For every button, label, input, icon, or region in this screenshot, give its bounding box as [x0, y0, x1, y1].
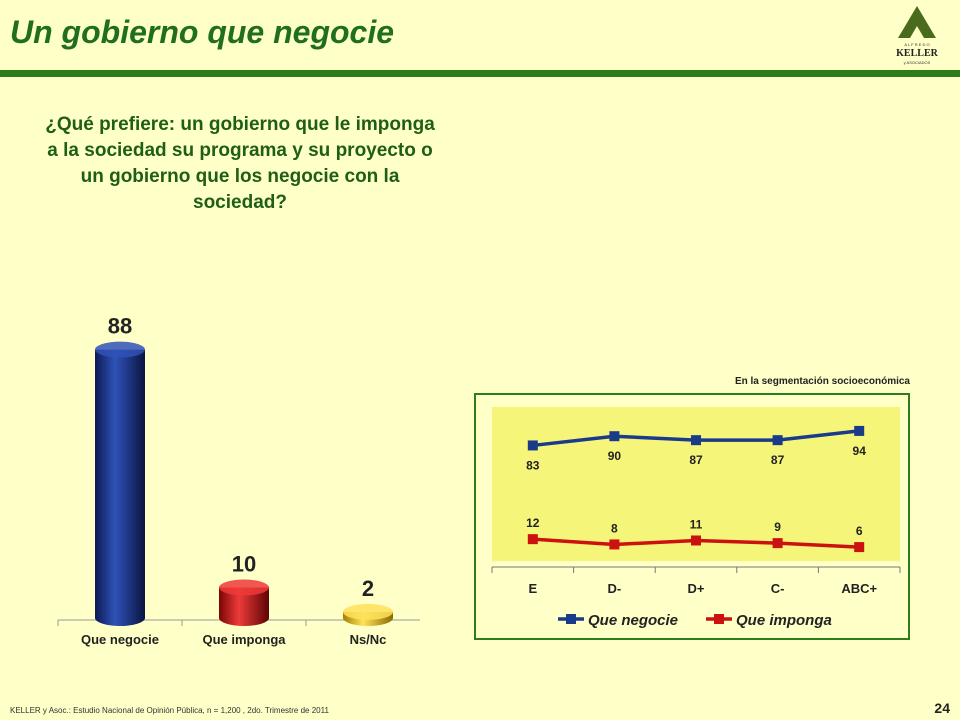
legend-swatch-marker — [714, 614, 724, 624]
legend-label: Que imponga — [736, 612, 832, 629]
series-point — [854, 542, 865, 553]
series-data-label: 11 — [690, 517, 703, 531]
legend-label: Que negocie — [588, 612, 678, 629]
line-x-tick-label: D+ — [688, 581, 705, 596]
line-x-tick-label: C- — [771, 581, 785, 596]
bar-category-label: Ns/Nc — [350, 632, 387, 647]
bar-body — [219, 587, 269, 626]
line-x-tick-label: E — [528, 581, 537, 596]
page-title: Un gobierno que negocie — [10, 14, 395, 50]
series-point — [772, 538, 783, 549]
bar-value-label: 88 — [108, 314, 132, 339]
bar-value-label: 2 — [362, 576, 374, 601]
series-point — [609, 431, 620, 442]
keller-logo: A L F R E D O KELLER y ASOCIADOS — [896, 6, 939, 65]
bar-value-label: 10 — [232, 552, 256, 577]
series-data-label: 87 — [689, 453, 703, 467]
segmentation-label: En la segmentación socioeconómica — [734, 376, 910, 387]
series-point — [609, 539, 620, 550]
series-point — [854, 425, 865, 436]
series-data-label: 94 — [853, 444, 867, 458]
legend-swatch-marker — [566, 614, 576, 624]
series-point — [527, 534, 538, 545]
survey-question: ¿Qué prefiere: un gobierno que le impong… — [45, 114, 435, 213]
source-note: KELLER y Asoc.: Estudio Nacional de Opin… — [10, 706, 329, 715]
series-data-label: 83 — [526, 458, 540, 472]
series-data-label: 90 — [608, 449, 622, 463]
bar-ns-nc — [343, 603, 393, 626]
line-chart-frame: E D- D+ C- ABC+ 83 90 87 87 94 12 8 11 9 6 Que negocie Q… — [474, 393, 910, 640]
bar-category-label: Que imponga — [202, 632, 286, 647]
bar-cap — [95, 341, 145, 358]
bar-cap — [343, 603, 393, 620]
series-data-label: 8 — [611, 521, 618, 535]
bar-body — [95, 349, 145, 626]
page-number: 24 — [934, 700, 950, 716]
series-data-label: 6 — [856, 524, 863, 538]
line-x-tick-label: ABC+ — [841, 581, 877, 596]
series-data-label: 9 — [774, 520, 781, 534]
bar-que-negocie — [95, 341, 145, 626]
series-point — [527, 440, 538, 451]
series-data-label: 87 — [771, 453, 785, 467]
title-divider — [0, 70, 960, 77]
logo-bottom-text: y ASOCIADOS — [904, 60, 931, 65]
series-point — [691, 435, 701, 446]
bar-category-label: Que negocie — [81, 632, 159, 647]
series-point — [772, 435, 783, 446]
logo-top-text: A L F R E D O — [904, 42, 929, 47]
logo-name: KELLER — [896, 48, 938, 59]
logo-mark — [898, 6, 936, 38]
line-x-tick-label: D- — [608, 581, 622, 596]
bar-que-imponga — [219, 579, 269, 626]
bar-cap — [219, 579, 269, 596]
series-point — [691, 535, 701, 546]
series-data-label: 12 — [526, 516, 540, 530]
bar-chart: 88 Que negocie 10 Que imponga 2 Ns/Nc — [57, 314, 420, 647]
line-chart: E D- D+ C- ABC+ 83 90 87 87 94 12 8 11 9 6 Que negocie Q… — [491, 407, 901, 629]
